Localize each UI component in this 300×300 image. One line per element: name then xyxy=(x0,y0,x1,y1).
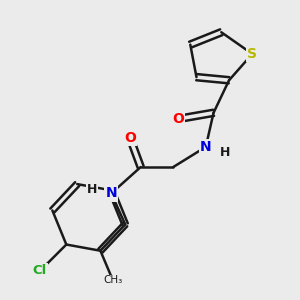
Text: H: H xyxy=(220,146,230,159)
Text: N: N xyxy=(200,140,212,154)
Text: O: O xyxy=(124,130,136,145)
Text: Cl: Cl xyxy=(33,264,47,278)
Text: H: H xyxy=(87,183,97,196)
Text: N: N xyxy=(105,186,117,200)
Text: S: S xyxy=(247,47,257,61)
Text: O: O xyxy=(172,112,184,126)
Text: CH₃: CH₃ xyxy=(103,275,122,285)
